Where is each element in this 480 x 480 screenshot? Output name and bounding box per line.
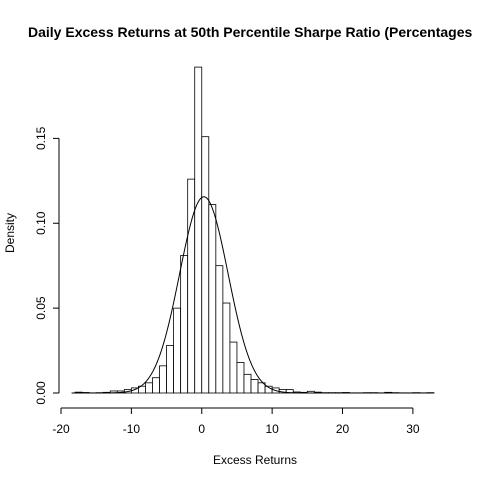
x-tick-label: 20 [336,422,350,436]
y-axis: 0.00 0.05 0.10 0.15 [34,126,60,405]
histogram-bar [194,66,203,394]
chart-title: Daily Excess Returns at 50th Percentile … [28,24,473,40]
histogram-bar [201,136,210,394]
y-axis-label: Density [3,213,17,253]
normal-density-curve [71,196,434,394]
x-tick-label: 10 [265,422,279,436]
histogram-bar [215,265,224,394]
y-tick-label: 0.15 [34,126,48,150]
histogram-bars [74,66,435,394]
histogram-bar [243,373,252,394]
y-tick-label: 0.05 [34,296,48,320]
histogram-bar [173,307,182,394]
histogram-bar [159,365,167,394]
histogram-bar [145,382,153,394]
y-tick-label: 0.10 [34,211,48,235]
x-axis: -20 -10 0 10 20 30 [52,407,420,436]
x-tick-label: 30 [406,422,420,436]
histogram-bar [152,377,160,394]
x-tick-label: -10 [123,422,141,436]
histogram-bar [229,341,238,394]
histogram-bar [208,204,217,394]
histogram-bar [236,362,245,394]
x-tick-label: -20 [52,422,70,436]
y-tick-label: 0.00 [34,381,48,405]
histogram-bar [187,178,196,394]
histogram-bar [166,345,175,394]
histogram-bar [250,379,259,394]
x-axis-label: Excess Returns [213,453,297,467]
histogram-bar [180,255,189,394]
histogram-bar [222,302,231,394]
x-tick-label: 0 [198,422,205,436]
